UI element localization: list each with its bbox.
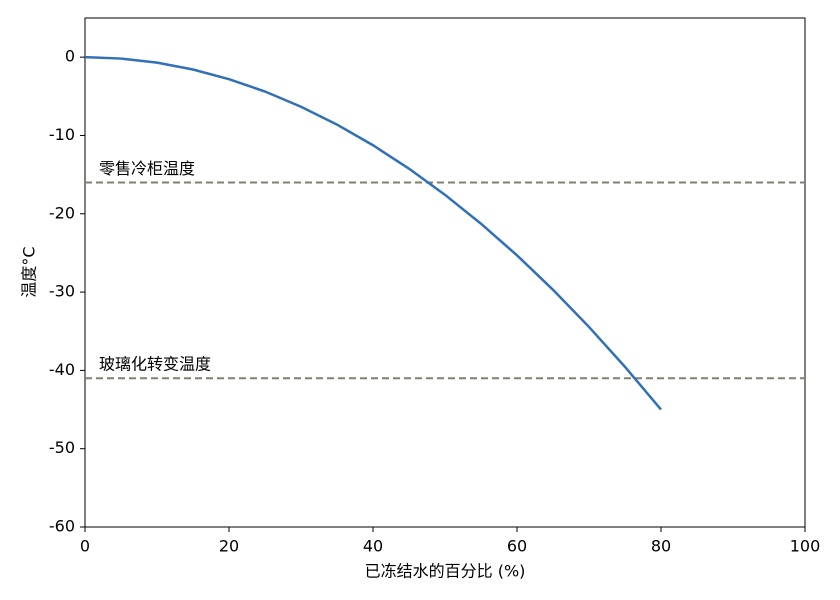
x-tick-label: 20 [219, 537, 239, 556]
x-tick-label: 0 [80, 537, 90, 556]
plot-frame [84, 17, 806, 528]
x-tick-label: 60 [507, 537, 527, 556]
data-line [84, 55, 662, 411]
y-tick-label: -20 [49, 203, 75, 222]
y-tick-label: -30 [49, 282, 75, 301]
reference-label: 零售冷柜温度 [99, 159, 195, 178]
x-tick-label: 40 [363, 537, 383, 556]
x-axis-label: 已冻结水的百分比 (%) [365, 562, 526, 581]
y-axis-label: 温度°C [20, 246, 39, 297]
y-tick-label: -10 [49, 125, 75, 144]
y-tick-label: 0 [65, 47, 75, 66]
x-tick-label: 100 [790, 537, 821, 556]
y-tick-label: -60 [49, 517, 75, 536]
y-tick-label: -50 [49, 438, 75, 457]
y-tick-label: -40 [49, 360, 75, 379]
reference-label: 玻璃化转变温度 [99, 355, 211, 374]
x-tick-label: 80 [651, 537, 671, 556]
